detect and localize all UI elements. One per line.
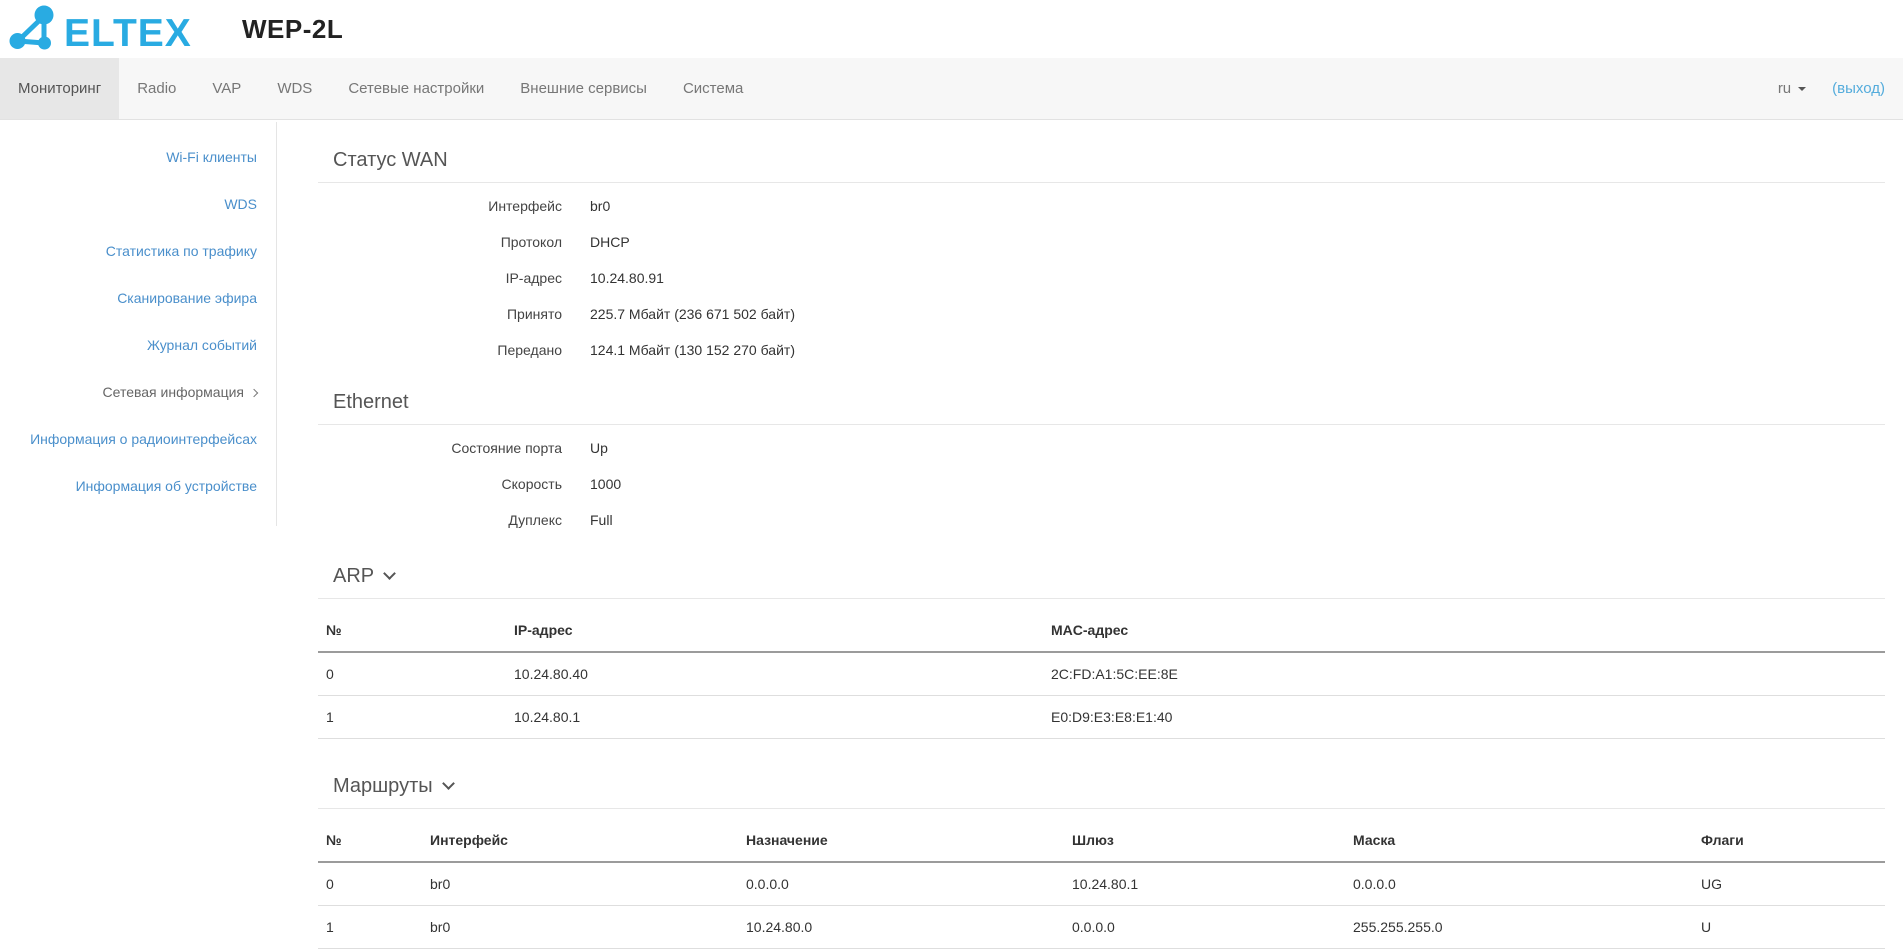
column-header: Флаги (1693, 819, 1885, 863)
field-label: Передано (497, 342, 562, 358)
column-header: Шлюз (1064, 819, 1345, 863)
table-header-row: № IP-адрес MAC-адрес (318, 609, 1885, 653)
field-value: 1000 (590, 476, 622, 492)
svg-text:ELTEX: ELTEX (64, 12, 192, 53)
ethernet-row-port-state: Состояние порта Up (318, 430, 1885, 466)
language-label: ru (1777, 80, 1792, 97)
field-value: 225.7 Мбайт (236 671 502 байт) (590, 306, 795, 322)
route-cell-destination: 10.24.80.0 (738, 905, 1064, 949)
chevron-down-icon (441, 777, 455, 790)
sidebar-item-event-log[interactable]: Журнал событий (146, 337, 257, 353)
wan-row-transmitted: Передано 124.1 Мбайт (130 152 270 байт) (318, 332, 1885, 368)
sidebar-item-device-info[interactable]: Информация об устройстве (75, 478, 257, 494)
field-value: Full (590, 512, 613, 528)
main-navbar: Мониторинг Radio VAP WDS Сетевые настрой… (0, 58, 1903, 120)
ethernet-row-duplex: Дуплекс Full (318, 502, 1885, 538)
tab-wds[interactable]: WDS (277, 80, 313, 97)
column-header: № (318, 609, 506, 653)
top-header: ELTEX WEP-2L (0, 0, 1903, 58)
sidebar: Wi-Fi клиенты WDS Статистика по трафику … (0, 122, 277, 526)
field-value: Up (590, 440, 608, 456)
section-ethernet: Ethernet Состояние порта Up Скорость 100… (318, 385, 1885, 543)
sidebar-item-network-info[interactable]: Сетевая информация (0, 381, 259, 404)
eltex-logo-icon: ELTEX (9, 5, 192, 53)
table-row: 1 10.24.80.1 E0:D9:E3:E8:E1:40 (318, 695, 1885, 739)
route-cell-interface: br0 (422, 905, 738, 949)
tab-network-settings[interactable]: Сетевые настройки (348, 80, 485, 97)
section-wan-status: Статус WAN Интерфейс br0 Протокол DHCP I… (318, 143, 1885, 373)
eltex-logo: ELTEX (8, 5, 194, 53)
route-cell-mask: 255.255.255.0 (1345, 905, 1693, 949)
caret-down-icon (1798, 86, 1807, 91)
arp-cell-ip: 10.24.80.40 (506, 652, 1043, 696)
arp-cell-index: 1 (318, 695, 506, 739)
table-header-row: № Интерфейс Назначение Шлюз Маска Флаги (318, 819, 1885, 863)
ethernet-row-speed: Скорость 1000 (318, 466, 1885, 502)
ethernet-title: Ethernet (318, 385, 1885, 425)
field-label: Состояние порта (451, 440, 562, 456)
field-label: Скорость (501, 476, 562, 492)
route-cell-gateway: 10.24.80.1 (1064, 862, 1345, 906)
route-cell-destination: 0.0.0.0 (738, 862, 1064, 906)
table-row: 1 br0 10.24.80.0 0.0.0.0 255.255.255.0 U (318, 905, 1885, 949)
field-label: Принято (506, 306, 562, 322)
tab-vap[interactable]: VAP (212, 80, 242, 97)
page-title: WEP-2L (242, 13, 344, 44)
section-routes: Маршруты № Интерфейс Назначение Шлюз Мас… (318, 769, 1885, 949)
navbar-right: ru (выход) (1764, 58, 1903, 119)
sidebar-item-air-scan[interactable]: Сканирование эфира (117, 290, 257, 306)
field-value: 10.24.80.91 (590, 270, 664, 286)
route-cell-gateway: 0.0.0.0 (1064, 905, 1345, 949)
field-value: br0 (590, 198, 611, 214)
column-header: № (318, 819, 422, 863)
column-header: Назначение (738, 819, 1064, 863)
column-header: IP-адрес (506, 609, 1043, 653)
route-cell-mask: 0.0.0.0 (1345, 862, 1693, 906)
language-dropdown[interactable]: ru (1764, 80, 1820, 97)
wan-row-received: Принято 225.7 Мбайт (236 671 502 байт) (318, 296, 1885, 332)
tab-monitoring[interactable]: Мониторинг (0, 58, 120, 119)
section-arp: ARP № IP-адрес MAC-адрес 0 10.24.80.40 2… (318, 559, 1885, 739)
arp-table: № IP-адрес MAC-адрес 0 10.24.80.40 2C:FD… (318, 609, 1885, 739)
wan-status-title: Статус WAN (318, 143, 1885, 183)
main-content: Статус WAN Интерфейс br0 Протокол DHCP I… (277, 120, 1903, 949)
sidebar-item-radio-interfaces-info[interactable]: Информация о радиоинтерфейсах (30, 431, 257, 447)
field-value: 124.1 Мбайт (130 152 270 байт) (590, 342, 795, 358)
routes-section-toggle[interactable]: Маршруты (318, 769, 1885, 809)
wan-row-protocol: Протокол DHCP (318, 224, 1885, 260)
tab-external-services[interactable]: Внешние сервисы (520, 80, 647, 97)
arp-section-toggle[interactable]: ARP (318, 559, 1885, 599)
sidebar-item-traffic-stats[interactable]: Статистика по трафику (105, 243, 257, 259)
column-header: MAC-адрес (1043, 609, 1885, 653)
column-header: Интерфейс (422, 819, 738, 863)
wan-row-ip-address: IP-адрес 10.24.80.91 (318, 260, 1885, 296)
tab-radio[interactable]: Radio (137, 80, 177, 97)
field-value: DHCP (590, 234, 630, 250)
arp-cell-index: 0 (318, 652, 506, 696)
field-label: Интерфейс (488, 198, 562, 214)
chevron-down-icon (383, 567, 396, 580)
content-layout: Wi-Fi клиенты WDS Статистика по трафику … (0, 120, 1903, 949)
route-cell-flags: UG (1693, 862, 1885, 906)
sidebar-item-wds[interactable]: WDS (224, 196, 257, 212)
field-label: Протокол (500, 234, 562, 250)
sidebar-item-wifi-clients[interactable]: Wi-Fi клиенты (166, 149, 257, 165)
field-label: IP-адрес (505, 270, 562, 286)
arp-cell-mac: 2C:FD:A1:5C:EE:8E (1043, 652, 1885, 696)
arp-cell-ip: 10.24.80.1 (506, 695, 1043, 739)
route-cell-index: 1 (318, 905, 422, 949)
tab-system[interactable]: Система (682, 80, 744, 97)
wan-row-interface: Интерфейс br0 (318, 188, 1885, 224)
field-label: Дуплекс (508, 512, 562, 528)
table-row: 0 br0 0.0.0.0 10.24.80.1 0.0.0.0 UG (318, 862, 1885, 906)
route-cell-interface: br0 (422, 862, 738, 906)
column-header: Маска (1345, 819, 1693, 863)
chevron-right-icon (249, 388, 259, 398)
route-cell-flags: U (1693, 905, 1885, 949)
arp-cell-mac: E0:D9:E3:E8:E1:40 (1043, 695, 1885, 739)
route-cell-index: 0 (318, 862, 422, 906)
routes-table: № Интерфейс Назначение Шлюз Маска Флаги … (318, 819, 1885, 949)
table-row: 0 10.24.80.40 2C:FD:A1:5C:EE:8E (318, 652, 1885, 696)
logout-link[interactable]: (выход) (1832, 80, 1885, 97)
